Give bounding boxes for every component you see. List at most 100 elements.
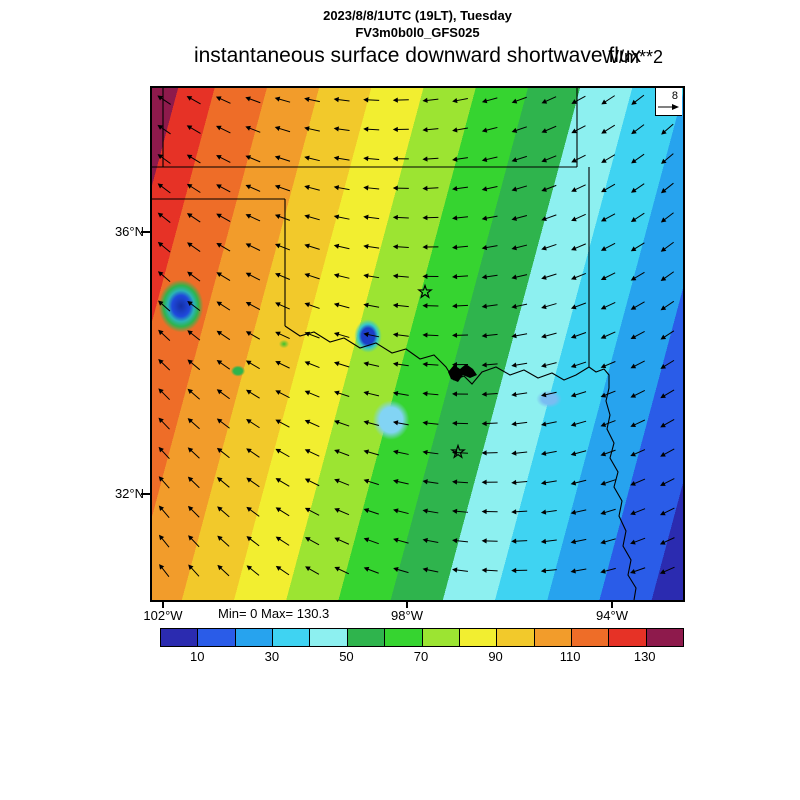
wind-arrow-icon <box>274 126 291 133</box>
wind-arrow-icon <box>363 478 379 486</box>
wind-arrow-icon <box>187 300 201 312</box>
wind-arrow-icon <box>570 302 587 310</box>
wind-arrow-icon <box>659 537 675 545</box>
wind-arrow-icon <box>660 300 675 311</box>
wind-arrow-icon <box>630 271 645 281</box>
wind-arrow-icon <box>660 448 675 457</box>
wind-arrow-icon <box>661 123 674 135</box>
wind-arrow-icon <box>363 508 379 515</box>
wind-arrow-icon <box>601 183 616 193</box>
reference-vector-arrow-icon <box>658 104 679 110</box>
wind-arrow-icon <box>660 359 675 369</box>
wind-arrow-icon <box>481 215 498 221</box>
wind-arrow-icon <box>481 420 498 427</box>
wind-arrow-icon <box>570 568 587 574</box>
wind-arrow-icon <box>392 244 409 250</box>
wind-arrow-icon <box>630 478 646 486</box>
wind-arrow-icon <box>158 417 170 430</box>
wind-arrow-icon <box>245 243 261 251</box>
wind-arrow-icon <box>304 537 320 546</box>
wind-arrow-icon <box>600 361 616 369</box>
wind-arrow-icon <box>363 126 380 132</box>
wind-arrow-icon <box>630 212 645 222</box>
wind-arrow-icon <box>481 332 498 339</box>
wind-arrow-icon <box>601 95 615 105</box>
wind-arrow-icon <box>304 126 320 132</box>
colorbar-cell <box>385 629 423 646</box>
wind-arrow-icon <box>157 183 171 194</box>
wind-arrow-icon <box>481 126 498 133</box>
wind-arrow-icon <box>630 419 646 428</box>
wind-arrow-icon <box>570 450 587 457</box>
wind-arrow-icon <box>630 449 646 457</box>
wind-arrow-icon <box>188 564 200 577</box>
wind-arrow-icon <box>481 479 498 485</box>
wind-arrow-icon <box>304 478 320 487</box>
wind-arrow-icon <box>333 155 350 161</box>
lon-axis-label: 102°W <box>143 608 183 623</box>
wind-arrow-icon <box>422 420 439 426</box>
wind-arrow-icon <box>275 360 290 369</box>
wind-arrow-icon <box>630 330 645 340</box>
wind-arrow-icon <box>511 391 528 398</box>
colorbar-cell <box>198 629 236 646</box>
wind-arrow-icon <box>363 243 380 250</box>
wind-arrow-icon <box>304 272 320 280</box>
cloud-blob <box>229 364 247 378</box>
chart-title: instantaneous surface downward shortwave… <box>193 44 642 67</box>
wind-arrow-icon <box>304 184 320 191</box>
wind-arrow-icon <box>159 564 170 578</box>
wind-arrow-icon <box>541 155 557 163</box>
wind-arrow-icon <box>363 361 380 367</box>
wind-arrow-icon <box>392 214 409 221</box>
wind-arrow-icon <box>304 449 320 457</box>
wind-arrow-icon <box>511 244 528 251</box>
wind-arrow-icon <box>452 391 469 397</box>
wind-arrow-icon <box>216 125 231 134</box>
header-model: FV3m0b0l0_GFS025 <box>355 25 480 40</box>
wind-arrow-icon <box>630 242 645 252</box>
wind-arrow-icon <box>334 508 350 516</box>
axis-tick <box>141 493 150 495</box>
wind-arrow-icon <box>660 212 674 223</box>
wind-arrow-icon <box>157 212 171 223</box>
wind-arrow-icon <box>511 96 527 104</box>
wind-arrow-icon <box>186 183 201 193</box>
wind-arrow-icon <box>570 479 587 486</box>
wind-arrow-icon <box>570 420 587 427</box>
units-label: W/m**2 <box>602 47 664 67</box>
wind-arrow-icon <box>481 508 498 515</box>
wind-arrow-icon <box>275 507 290 517</box>
colorbar-tick-label: 110 <box>559 649 581 664</box>
wind-arrow-icon <box>187 476 200 489</box>
wind-arrow-icon <box>363 185 380 191</box>
wind-arrow-icon <box>452 274 469 280</box>
colorbar-cell <box>646 629 684 646</box>
colorbar-cell <box>609 629 647 646</box>
wind-arrow-icon <box>187 359 201 371</box>
wind-arrow-icon <box>511 185 528 192</box>
wind-arrow-icon <box>157 95 171 105</box>
wind-arrow-icon <box>452 508 469 514</box>
wind-arrow-icon <box>540 568 557 574</box>
wind-arrow-icon <box>600 567 616 574</box>
wind-arrow-icon <box>333 331 350 338</box>
wind-arrow-icon <box>187 505 200 518</box>
wind-arrow-icon <box>481 244 498 251</box>
wind-arrow-icon <box>217 564 230 577</box>
wind-arrow-icon <box>600 508 616 515</box>
wind-arrow-icon <box>571 95 586 104</box>
wind-arrow-icon <box>246 477 260 488</box>
wind-arrow-icon <box>481 97 498 104</box>
wind-arrow-icon <box>333 185 350 191</box>
wind-arrow-icon <box>511 362 528 368</box>
city-star-icon <box>450 443 466 459</box>
wind-arrow-icon <box>246 389 260 399</box>
wind-arrow-icon <box>275 272 290 280</box>
cloud-blob <box>367 394 415 446</box>
city-star-icon <box>417 283 433 299</box>
wind-arrow-icon <box>157 124 171 135</box>
wind-arrow-icon <box>422 185 439 191</box>
lat-axis-label: 32°N <box>114 486 144 501</box>
wind-arrow-icon <box>600 213 616 222</box>
